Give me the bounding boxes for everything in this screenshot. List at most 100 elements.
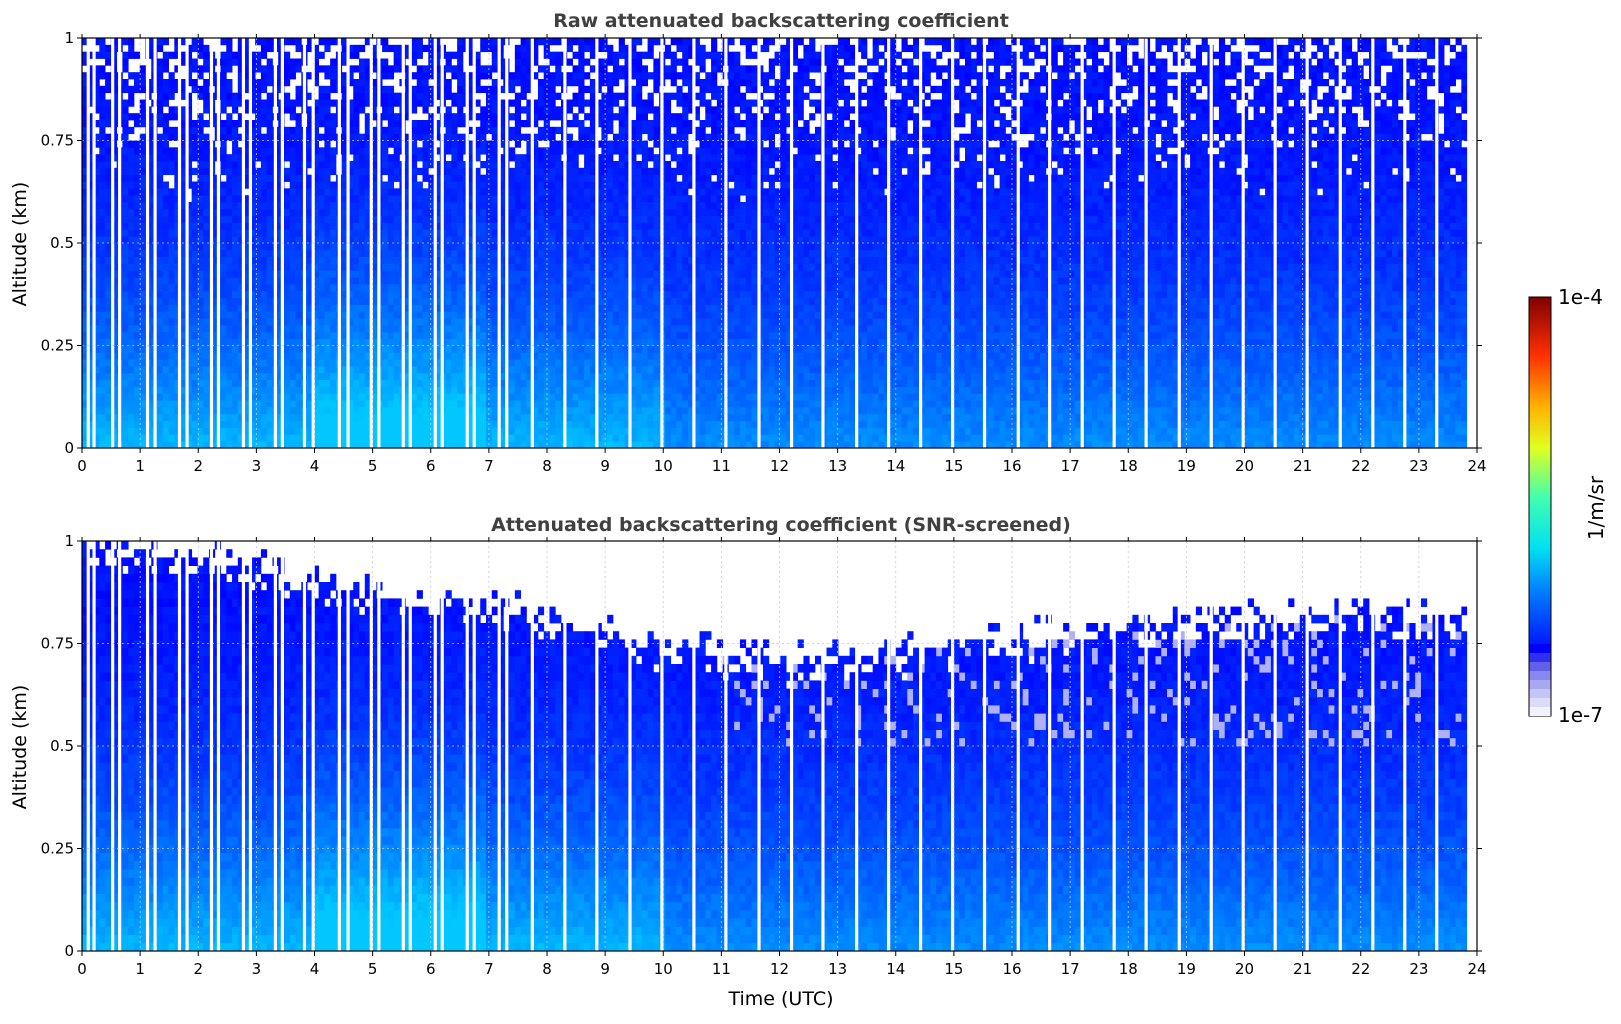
heatmap-cell bbox=[514, 243, 522, 251]
heatmap-cell bbox=[347, 188, 354, 196]
heatmap-cell bbox=[359, 236, 366, 244]
heatmap-cell bbox=[370, 65, 377, 73]
heatmap-cell bbox=[191, 229, 198, 237]
heatmap-cell bbox=[370, 249, 377, 258]
heatmap-cell bbox=[295, 304, 302, 312]
heatmap-cell bbox=[566, 311, 573, 319]
heatmap-cell bbox=[220, 51, 227, 59]
heatmap-cell bbox=[353, 126, 360, 135]
heatmap-cell bbox=[157, 161, 164, 169]
heatmap-cell bbox=[203, 195, 210, 203]
heatmap-cell bbox=[307, 393, 314, 401]
heatmap-cell bbox=[93, 270, 100, 278]
heatmap-cell bbox=[416, 154, 423, 162]
heatmap-cell bbox=[185, 202, 193, 210]
heatmap-cell bbox=[266, 441, 273, 448]
heatmap-cell bbox=[266, 325, 273, 333]
heatmap-cell bbox=[312, 154, 320, 162]
heatmap-cell bbox=[480, 161, 487, 169]
heatmap-cell bbox=[307, 120, 314, 128]
heatmap-cell bbox=[457, 379, 464, 387]
heatmap-cell bbox=[532, 420, 539, 428]
heatmap-cell bbox=[318, 270, 325, 278]
heatmap-cell bbox=[537, 147, 545, 155]
heatmap-cell bbox=[105, 229, 112, 237]
heatmap-cell bbox=[220, 263, 227, 271]
heatmap-cell bbox=[434, 372, 441, 381]
heatmap-cell bbox=[157, 58, 164, 66]
heatmap-cell bbox=[428, 243, 435, 251]
heatmap-cell bbox=[162, 243, 169, 251]
heatmap-cell bbox=[105, 325, 112, 333]
heatmap-cell bbox=[566, 188, 573, 196]
heatmap-cell bbox=[359, 420, 366, 428]
heatmap-cell bbox=[347, 208, 354, 217]
heatmap-cell bbox=[532, 407, 539, 415]
heatmap-cell bbox=[491, 256, 498, 264]
heatmap-cell bbox=[428, 366, 435, 374]
heatmap-cell bbox=[128, 393, 135, 401]
heatmap-cell bbox=[382, 325, 389, 333]
heatmap-cell bbox=[382, 263, 389, 271]
heatmap-cell bbox=[451, 393, 458, 401]
heatmap-cell bbox=[451, 120, 458, 128]
heatmap-cell bbox=[255, 434, 262, 442]
heatmap-cell bbox=[572, 236, 579, 244]
heatmap-cell bbox=[393, 222, 400, 230]
heatmap-cell bbox=[445, 304, 452, 312]
heatmap-cell bbox=[370, 386, 377, 394]
heatmap-cell bbox=[157, 106, 164, 114]
heatmap-cell bbox=[255, 38, 262, 46]
heatmap-cell bbox=[526, 188, 533, 196]
heatmap-cell bbox=[99, 229, 106, 237]
heatmap-cell bbox=[82, 297, 89, 305]
heatmap-cell bbox=[480, 338, 487, 346]
heatmap-cell bbox=[232, 338, 239, 346]
heatmap-cell bbox=[318, 51, 325, 59]
heatmap-cell bbox=[514, 99, 522, 107]
heatmap-cell bbox=[491, 243, 498, 251]
heatmap-cell bbox=[289, 270, 296, 278]
heatmap-cell bbox=[509, 372, 516, 381]
heatmap-cell bbox=[353, 331, 360, 340]
heatmap-cell bbox=[468, 441, 475, 448]
heatmap-cell bbox=[226, 427, 233, 435]
heatmap-cell bbox=[191, 345, 198, 353]
heatmap-cell bbox=[370, 352, 377, 360]
heatmap-cell bbox=[566, 120, 573, 128]
heatmap-cell bbox=[105, 249, 112, 258]
heatmap-cell bbox=[341, 120, 348, 128]
heatmap-cell bbox=[180, 181, 187, 189]
heatmap-cell bbox=[99, 195, 106, 203]
heatmap-cell bbox=[410, 284, 418, 292]
heatmap-cell bbox=[485, 297, 493, 305]
heatmap-cell bbox=[416, 263, 423, 271]
heatmap-cell bbox=[480, 318, 487, 326]
heatmap-cell bbox=[353, 393, 360, 401]
heatmap-cell bbox=[480, 420, 487, 428]
heatmap-cell bbox=[203, 338, 210, 346]
heatmap-cell bbox=[312, 400, 320, 408]
heatmap-cell bbox=[197, 72, 204, 80]
heatmap-cell bbox=[359, 338, 366, 346]
heatmap-cell bbox=[416, 441, 423, 448]
heatmap-cell bbox=[359, 393, 366, 401]
heatmap-cell bbox=[157, 290, 164, 299]
heatmap-cell bbox=[284, 297, 291, 305]
heatmap-cell bbox=[174, 51, 181, 59]
heatmap-cell bbox=[410, 434, 418, 442]
heatmap-cell bbox=[255, 208, 262, 217]
heatmap-cell bbox=[249, 51, 256, 59]
heatmap-cell bbox=[330, 188, 337, 196]
heatmap-cell bbox=[537, 215, 545, 223]
heatmap-cell bbox=[122, 85, 129, 94]
heatmap-cell bbox=[105, 318, 112, 326]
heatmap-cell bbox=[578, 441, 585, 448]
heatmap-cell bbox=[416, 92, 423, 100]
heatmap-cell bbox=[260, 338, 268, 346]
heatmap-cell bbox=[405, 222, 412, 230]
heatmap-cell bbox=[480, 256, 487, 264]
heatmap-cell bbox=[82, 345, 89, 353]
heatmap-cell bbox=[168, 243, 175, 251]
heatmap-cell bbox=[295, 372, 302, 381]
